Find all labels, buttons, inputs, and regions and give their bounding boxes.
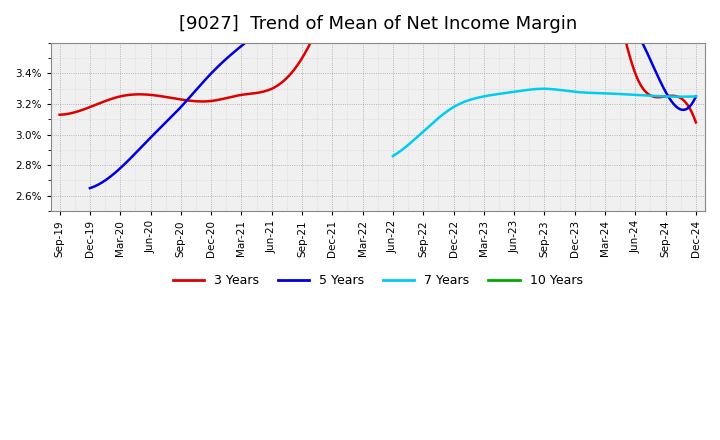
5 Years	[86, 186, 94, 191]
3 Years	[634, 78, 643, 84]
7 Years	[390, 153, 398, 158]
7 Years	[575, 90, 584, 95]
Line: 5 Years: 5 Years	[90, 0, 696, 188]
Line: 7 Years: 7 Years	[393, 89, 696, 156]
Legend: 3 Years, 5 Years, 7 Years, 10 Years: 3 Years, 5 Years, 7 Years, 10 Years	[168, 269, 588, 292]
Title: [9027]  Trend of Mean of Net Income Margin: [9027] Trend of Mean of Net Income Margi…	[179, 15, 577, 33]
3 Years	[58, 112, 66, 117]
7 Years	[569, 89, 577, 94]
7 Years	[570, 89, 579, 95]
7 Years	[539, 86, 548, 92]
5 Years	[88, 185, 96, 190]
5 Years	[637, 38, 646, 43]
3 Years	[692, 120, 701, 125]
3 Years	[55, 112, 64, 117]
7 Years	[665, 94, 673, 99]
Line: 3 Years: 3 Years	[60, 0, 696, 122]
7 Years	[692, 94, 701, 99]
5 Years	[692, 94, 701, 99]
7 Years	[389, 154, 397, 159]
5 Years	[598, 6, 607, 11]
7 Years	[645, 93, 654, 98]
